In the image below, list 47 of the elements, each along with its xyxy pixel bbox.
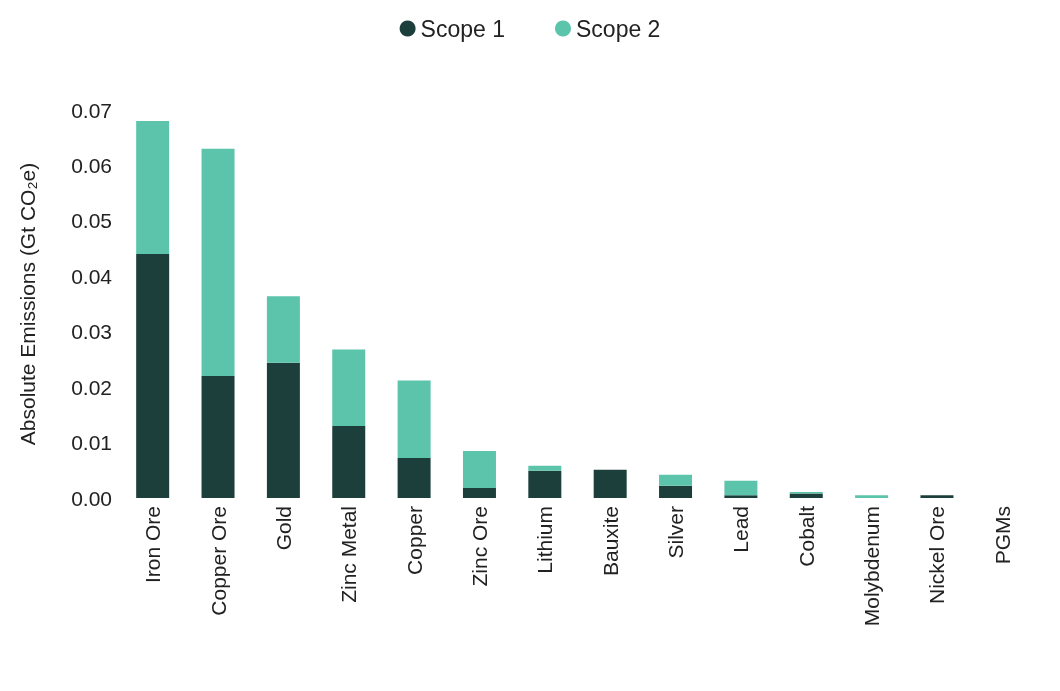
y-tick-label: 0.03 bbox=[71, 320, 112, 344]
x-tick-label: Nickel Ore bbox=[925, 506, 949, 605]
bar bbox=[462, 488, 496, 498]
bar bbox=[593, 469, 627, 498]
x-tick-label: Lithium bbox=[533, 506, 557, 574]
y-tick-label: 0.06 bbox=[71, 153, 112, 177]
x-tick-label: Bauxite bbox=[598, 506, 622, 577]
x-tick-label: Copper bbox=[402, 506, 426, 575]
bar bbox=[462, 450, 496, 489]
x-tick-label: Zinc Metal bbox=[337, 506, 361, 603]
x-tick-label: Lead bbox=[729, 506, 753, 553]
bar bbox=[397, 458, 431, 498]
bar bbox=[397, 380, 431, 459]
bar bbox=[136, 121, 170, 255]
bar bbox=[528, 470, 562, 498]
x-tick-label: Molybdenum bbox=[860, 506, 884, 627]
x-tick-label: Cobalt bbox=[794, 505, 818, 567]
bar bbox=[332, 425, 366, 498]
bar bbox=[136, 254, 170, 498]
bar bbox=[332, 349, 366, 426]
y-tick-label: 0.04 bbox=[71, 264, 113, 288]
bar bbox=[266, 296, 300, 363]
y-tick-label: 0.07 bbox=[71, 98, 112, 122]
legend-label: Scope 2 bbox=[576, 15, 661, 42]
bar bbox=[920, 495, 954, 498]
y-tick-label: 0.01 bbox=[71, 431, 112, 455]
legend-label: Scope 1 bbox=[420, 15, 506, 42]
y-tick-label: 0.05 bbox=[71, 209, 112, 233]
bar bbox=[724, 495, 758, 498]
x-tick-label: Gold bbox=[271, 506, 295, 551]
y-axis-title: Absolute Emissions (Gt CO₂e) bbox=[16, 162, 39, 446]
x-tick-label: Zinc Ore bbox=[467, 506, 491, 587]
bar bbox=[201, 148, 235, 377]
y-tick-label: 0.00 bbox=[71, 486, 112, 510]
x-tick-label: Iron Ore bbox=[141, 506, 165, 584]
x-tick-label: PGMs bbox=[990, 506, 1014, 565]
x-tick-label: Copper Ore bbox=[206, 506, 230, 616]
bar bbox=[528, 465, 562, 471]
bar bbox=[201, 376, 235, 498]
y-tick-label: 0.02 bbox=[71, 375, 112, 399]
bar bbox=[266, 362, 300, 498]
bar bbox=[659, 485, 693, 498]
bar bbox=[855, 495, 889, 498]
bar bbox=[789, 493, 823, 498]
x-tick-label: Silver bbox=[664, 506, 688, 559]
bar bbox=[659, 474, 693, 486]
bar bbox=[724, 480, 758, 496]
